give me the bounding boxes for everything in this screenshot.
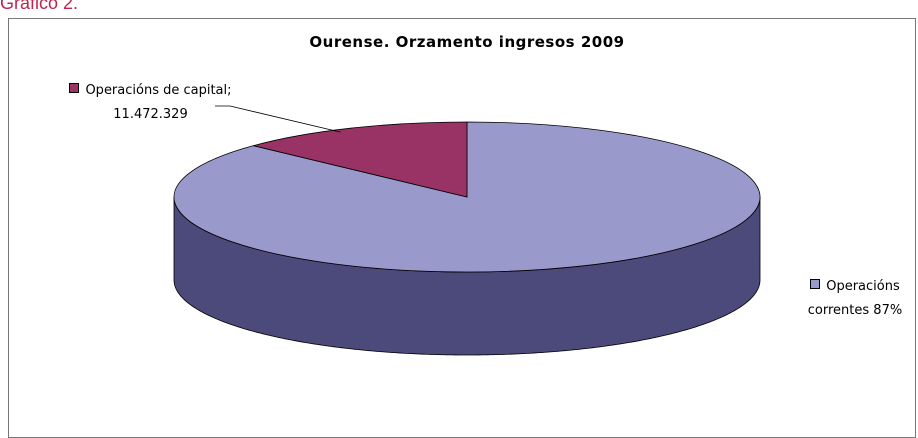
data-label-text: Operacións correntes 87% [807,279,903,318]
data-label: Operacións de capital; 11.472.329 [68,79,233,127]
caption: Gráfico 2. [0,0,79,13]
leader-line [215,105,341,133]
legend-swatch [69,83,80,93]
data-label: Operacións correntes 87% [800,275,910,323]
legend-swatch [810,279,821,289]
data-label-text: Operacións de capital; 11.472.329 [85,83,232,122]
slice [253,121,468,198]
chart-title: Ourense. Orzamento ingresos 2009 [309,33,624,51]
